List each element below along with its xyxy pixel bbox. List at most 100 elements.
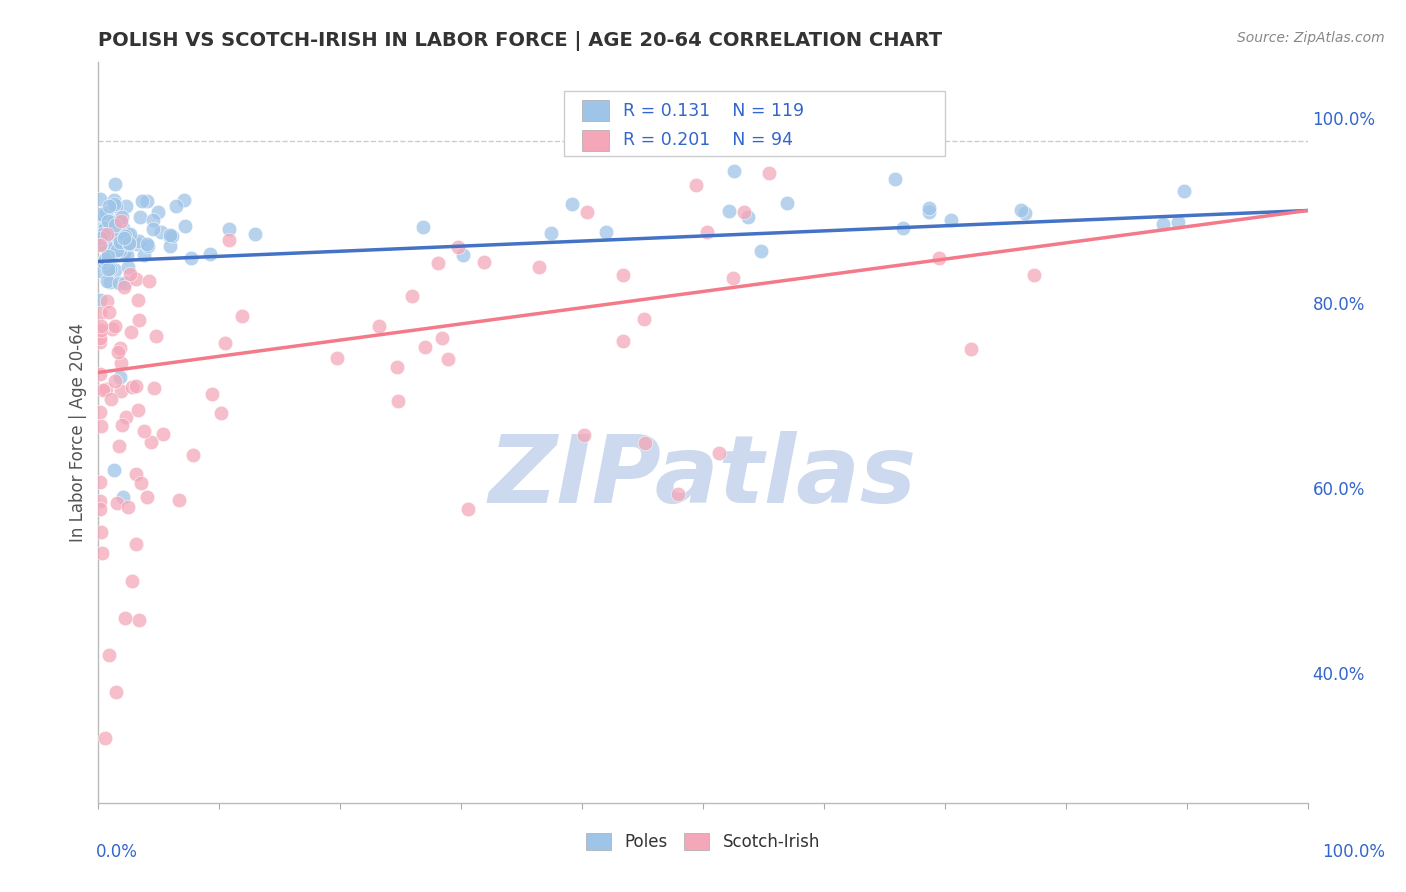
Point	[93, 220, 115, 235]
Point	[96, 293, 118, 308]
Point	[104, 685, 127, 699]
Point	[98, 227, 121, 241]
Point	[132, 248, 155, 262]
Point	[105, 496, 128, 510]
Point	[117, 260, 139, 274]
Point	[90, 418, 112, 433]
Point	[125, 236, 148, 251]
Point	[90, 236, 112, 251]
Point	[97, 249, 120, 263]
Point	[243, 227, 266, 241]
Text: POLISH VS SCOTCH-IRISH IN LABOR FORCE | AGE 20-64 CORRELATION CHART: POLISH VS SCOTCH-IRISH IN LABOR FORCE | …	[98, 30, 942, 51]
Point	[115, 228, 138, 243]
Point	[114, 610, 136, 624]
Point	[214, 335, 236, 350]
Point	[718, 204, 741, 219]
Point	[104, 199, 127, 213]
Point	[115, 248, 138, 262]
Point	[723, 164, 745, 178]
Point	[198, 247, 221, 261]
Point	[572, 428, 595, 442]
Point	[527, 260, 550, 275]
Point	[159, 230, 181, 244]
Point	[733, 205, 755, 219]
Point	[101, 237, 124, 252]
Point	[96, 224, 118, 238]
Point	[93, 731, 115, 745]
Point	[1167, 215, 1189, 229]
Point	[97, 199, 120, 213]
Point	[97, 304, 120, 318]
Point	[94, 252, 117, 267]
Point	[1010, 202, 1032, 217]
Point	[108, 234, 131, 248]
Point	[90, 207, 112, 221]
Point	[325, 351, 347, 365]
Point	[93, 252, 115, 266]
Point	[94, 206, 117, 220]
Point	[98, 648, 121, 662]
Point	[100, 275, 122, 289]
Point	[104, 229, 127, 244]
Point	[127, 403, 149, 417]
Point	[612, 334, 634, 348]
Point	[110, 341, 132, 355]
Point	[159, 239, 181, 253]
Point	[209, 406, 232, 420]
Point	[91, 383, 114, 397]
Point	[93, 210, 115, 224]
Y-axis label: In Labor Force | Age 20-64: In Labor Force | Age 20-64	[69, 323, 87, 542]
Point	[167, 493, 190, 508]
Point	[150, 225, 173, 239]
Point	[595, 225, 617, 239]
Point	[108, 276, 131, 290]
Point	[415, 340, 437, 354]
Point	[89, 502, 111, 516]
Point	[633, 312, 655, 326]
Point	[96, 382, 118, 396]
Text: 0.0%: 0.0%	[96, 843, 138, 861]
Point	[104, 218, 127, 232]
Point	[121, 380, 143, 394]
Point	[112, 221, 135, 235]
Point	[104, 263, 127, 277]
Point	[707, 446, 730, 460]
Point	[111, 210, 134, 224]
Point	[96, 213, 118, 227]
Point	[89, 493, 111, 508]
Point	[173, 193, 195, 207]
Point	[128, 210, 150, 224]
Point	[136, 237, 159, 252]
Point	[96, 228, 118, 243]
Point	[97, 234, 120, 248]
Point	[634, 435, 657, 450]
Point	[612, 268, 634, 282]
Point	[114, 229, 136, 244]
Point	[100, 222, 122, 236]
Point	[110, 417, 132, 432]
Point	[100, 248, 122, 262]
Point	[111, 231, 134, 245]
Point	[104, 178, 127, 192]
Point	[98, 262, 121, 277]
Point	[100, 392, 122, 406]
Point	[136, 194, 159, 209]
Point	[891, 221, 914, 235]
Point	[575, 204, 598, 219]
Point	[749, 244, 772, 258]
Point	[108, 243, 131, 257]
Bar	[582, 130, 609, 151]
Point	[103, 193, 125, 207]
Point	[136, 239, 159, 253]
Point	[110, 214, 132, 228]
Point	[100, 223, 122, 237]
Point	[884, 172, 907, 186]
Point	[112, 246, 135, 260]
Point	[180, 252, 202, 266]
Point	[104, 319, 127, 334]
Point	[91, 235, 114, 250]
Point	[1022, 268, 1045, 282]
Point	[758, 166, 780, 180]
Point	[124, 467, 146, 482]
Point	[145, 329, 167, 343]
